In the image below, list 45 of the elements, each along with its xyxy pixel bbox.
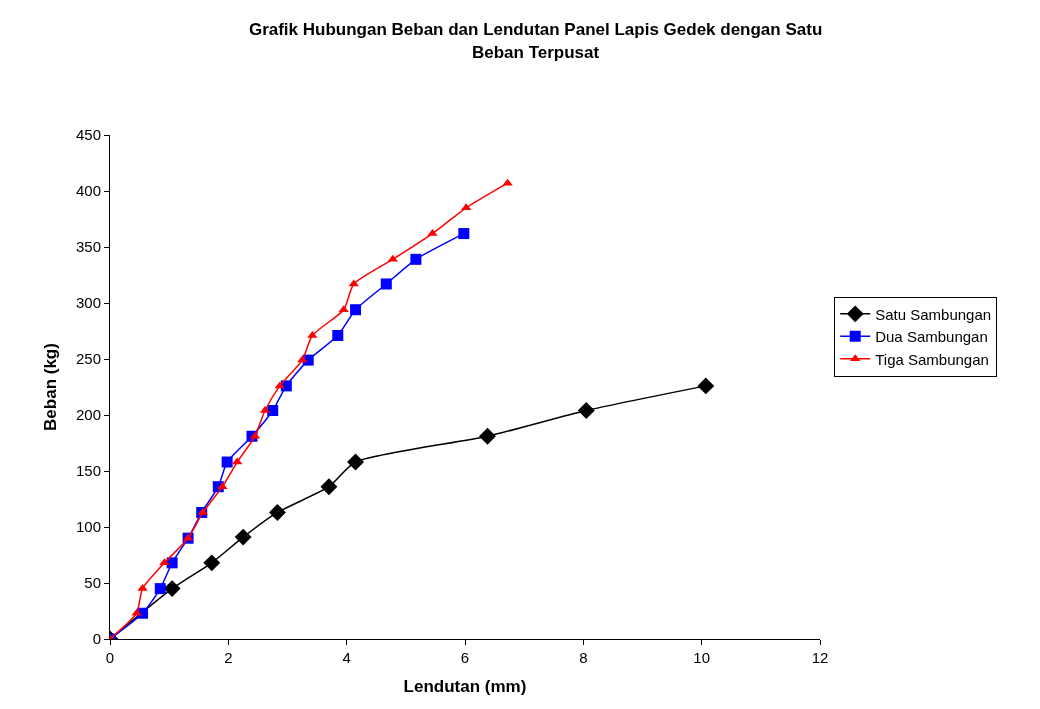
point (348, 279, 359, 287)
y-tick-label: 0 (92, 630, 101, 648)
point (458, 228, 470, 240)
chart-title: Grafik Hubungan Beban dan Lendutan Panel Lapis Gedek dengan Satu Beban Terpusat (248, 20, 823, 62)
legend-label: Tiga Sambungan (875, 350, 989, 368)
y-tick-label: 250 (75, 350, 101, 368)
y-tick-label: 50 (84, 574, 101, 592)
point (479, 427, 496, 445)
y-tick-label: 100 (75, 518, 101, 536)
x-axis-title: Lendutan (mm) (403, 677, 527, 697)
x-tick-label: 6 (460, 649, 470, 666)
x-tick-label: 12 (811, 649, 829, 666)
point (307, 330, 318, 338)
point (159, 558, 170, 566)
x-tick-label: 10 (693, 649, 711, 666)
point (697, 377, 715, 395)
point (268, 503, 286, 521)
point (166, 557, 178, 569)
x-tick-label: 2 (224, 649, 233, 666)
y-tick-label: 400 (75, 182, 101, 200)
point (320, 478, 338, 496)
x-tick-label: 4 (342, 649, 351, 666)
point (234, 528, 252, 546)
legend-label: Dua Sambungan (875, 328, 988, 346)
x-tick-label: 0 (105, 649, 115, 666)
y-tick-label: 300 (75, 294, 101, 312)
y-tick-label: 150 (75, 462, 101, 480)
y-tick-label: 450 (75, 126, 101, 144)
legend-label: Satu Sambungan (875, 305, 992, 323)
point (410, 253, 422, 265)
point (332, 329, 344, 341)
point (577, 402, 595, 419)
y-axis-title: Beban (kg) (40, 343, 60, 431)
point (203, 554, 221, 572)
point (350, 304, 362, 316)
x-tick-label: 8 (579, 649, 588, 666)
point (347, 453, 364, 471)
point (380, 278, 392, 290)
y-tick-label: 350 (75, 238, 101, 256)
point (232, 457, 243, 465)
point (221, 456, 233, 468)
point (154, 583, 166, 595)
point (267, 405, 279, 417)
point (163, 580, 181, 598)
y-tick-label: 200 (75, 406, 101, 424)
